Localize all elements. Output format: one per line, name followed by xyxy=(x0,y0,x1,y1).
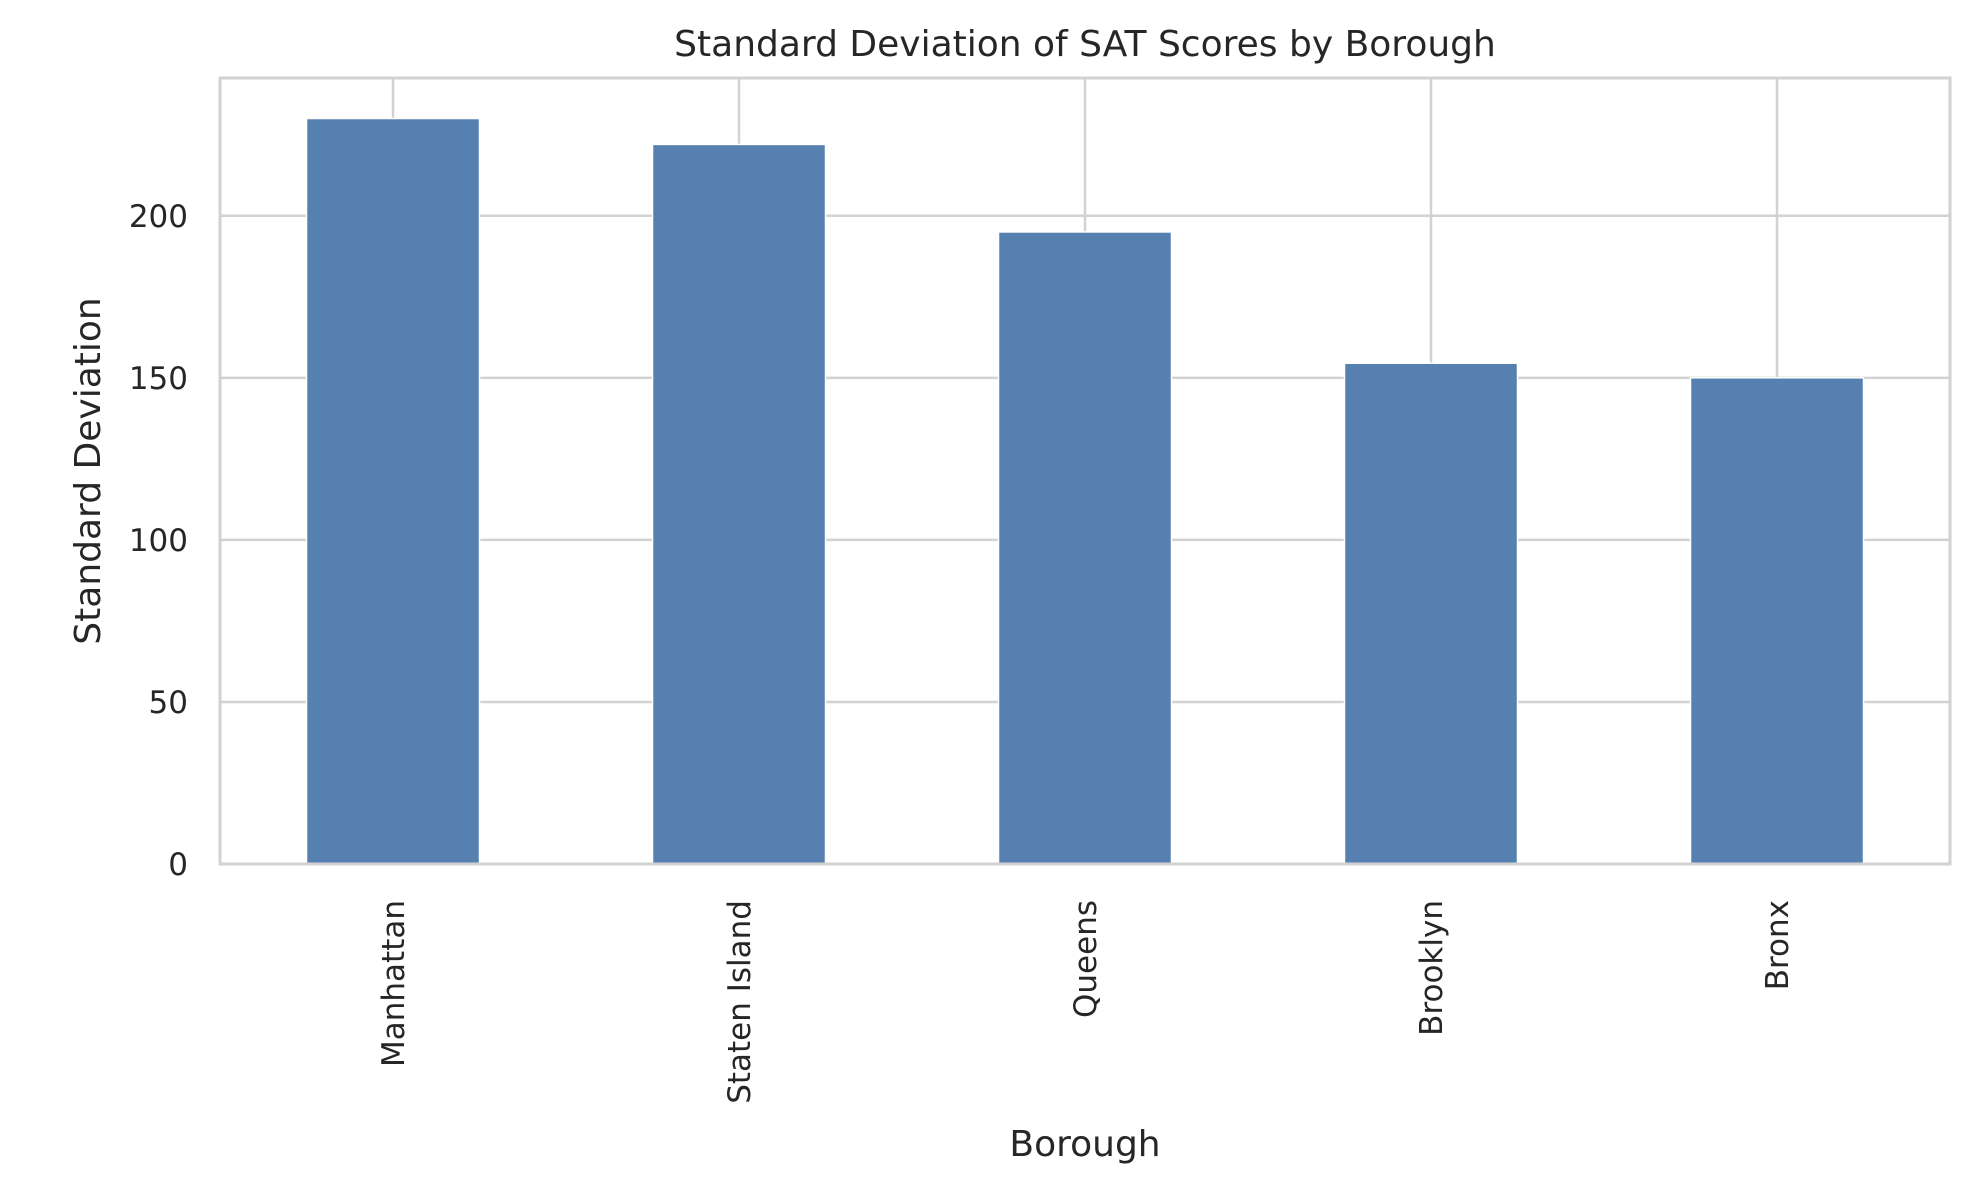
y-tick-labels: 0 50 100 150 200 xyxy=(129,199,188,883)
x-tick-labels: Manhattan Staten Island Queens Brooklyn Bron… xyxy=(376,900,1796,1104)
y-tick-label: 100 xyxy=(129,523,188,559)
bar-bronx xyxy=(1689,377,1865,865)
x-tick-label: Manhattan xyxy=(376,900,412,1067)
bar-manhattan xyxy=(305,117,481,865)
x-tick-label: Queens xyxy=(1068,900,1104,1018)
bar-staten-island xyxy=(651,143,827,865)
x-tick-label: Bronx xyxy=(1760,900,1796,990)
x-tick-label: Brooklyn xyxy=(1414,900,1450,1036)
bar-brooklyn xyxy=(1343,362,1519,865)
x-axis-label: Borough xyxy=(1009,1124,1160,1165)
x-tick-label: Staten Island xyxy=(722,900,758,1104)
y-tick-label: 200 xyxy=(129,199,188,235)
y-tick-label: 50 xyxy=(149,685,188,721)
y-tick-label: 150 xyxy=(129,361,188,397)
y-axis-label: Standard Deviation xyxy=(68,297,109,644)
bar-queens xyxy=(997,231,1173,865)
y-tick-label: 0 xyxy=(168,847,188,883)
plot-frame xyxy=(218,76,1952,866)
chart-title: Standard Deviation of SAT Scores by Boro… xyxy=(674,24,1496,65)
